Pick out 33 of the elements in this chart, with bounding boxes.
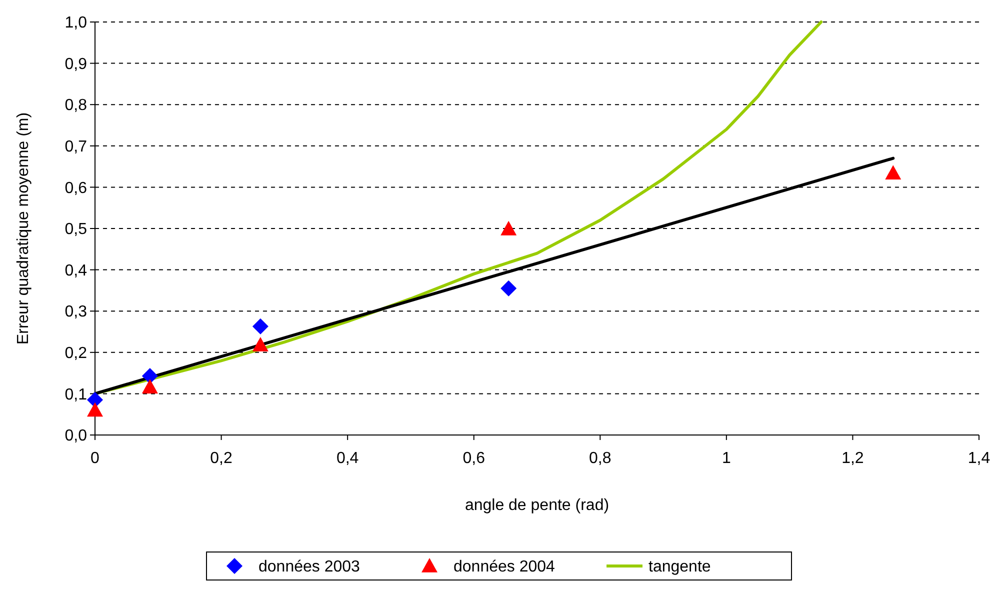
x-tick-label: 0,4 xyxy=(336,450,359,467)
point xyxy=(252,318,268,334)
point xyxy=(252,336,268,352)
y-tick-label: 0,1 xyxy=(64,386,88,404)
point xyxy=(500,280,517,296)
x-tick-label: 1 xyxy=(722,450,731,467)
y-tick-label: 0,7 xyxy=(64,138,88,156)
y-tick-label: 1,0 xyxy=(64,14,88,32)
x-axis-title: angle de pente (rad) xyxy=(464,497,610,514)
y-tick-label: 0,0 xyxy=(64,428,88,445)
point xyxy=(142,379,158,394)
x-tick-label: 0,6 xyxy=(462,450,486,467)
y-tick-label: 0,4 xyxy=(64,262,88,280)
point xyxy=(500,220,517,236)
y-tick-label: 0,3 xyxy=(64,304,88,321)
legend-label: tangente xyxy=(648,558,711,576)
y-tick-label: 0,5 xyxy=(64,221,88,238)
point xyxy=(885,165,902,180)
y-tick-label: 0,9 xyxy=(64,56,88,73)
y-tick-label: 0,2 xyxy=(64,345,88,362)
y-tick-label: 0,6 xyxy=(64,180,88,197)
x-tick-label: 0,8 xyxy=(589,450,612,467)
point xyxy=(142,368,158,384)
y-tick-label: 0,8 xyxy=(64,97,88,114)
x-tick-label: 0,2 xyxy=(210,450,233,467)
legend-label: données 2003 xyxy=(258,558,360,576)
y-axis-title: Erreur quadratique moyenne (m) xyxy=(15,112,32,345)
x-tick-label: 1,2 xyxy=(842,450,864,467)
x-tick-label: 1,4 xyxy=(968,450,990,467)
legend-label: données 2004 xyxy=(454,558,556,576)
point xyxy=(87,392,103,408)
point xyxy=(87,402,103,417)
x-tick-label: 0 xyxy=(90,450,100,467)
